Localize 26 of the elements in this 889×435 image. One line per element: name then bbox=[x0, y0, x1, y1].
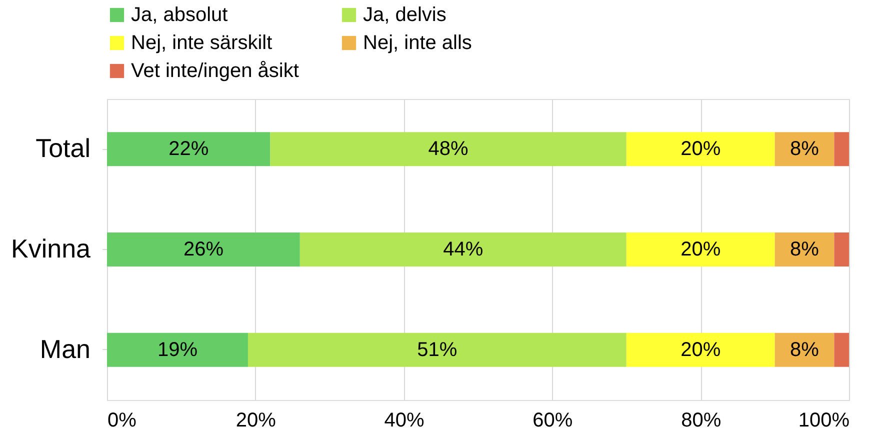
data-label: 44% bbox=[443, 238, 484, 260]
legend-label: Ja, delvis bbox=[363, 4, 446, 26]
data-label: 48% bbox=[428, 138, 469, 160]
x-tick-label: 60% bbox=[532, 410, 573, 432]
data-label: 20% bbox=[680, 338, 721, 361]
legend-label: Ja, absolut bbox=[131, 4, 228, 26]
x-tick-label: 0% bbox=[108, 410, 137, 432]
x-tick-label: 20% bbox=[236, 410, 276, 432]
x-tick-label: 80% bbox=[681, 410, 722, 432]
y-tick-label: Total bbox=[36, 133, 90, 164]
data-label: 8% bbox=[790, 138, 820, 160]
data-label: 20% bbox=[680, 138, 721, 160]
data-label: 8% bbox=[790, 338, 820, 361]
data-label: 51% bbox=[417, 338, 458, 361]
data-label: 8% bbox=[790, 238, 820, 260]
legend-label: Nej, inte alls bbox=[363, 32, 472, 54]
data-label: 22% bbox=[168, 138, 209, 160]
data-label: 26% bbox=[183, 238, 224, 260]
data-label: 19% bbox=[157, 338, 198, 361]
legend-label: Vet inte/ingen åsikt bbox=[131, 60, 300, 82]
data-label: 20% bbox=[680, 238, 721, 260]
x-tick-label: 100% bbox=[798, 410, 850, 432]
y-tick-label: Man bbox=[40, 334, 90, 364]
x-tick-label: 40% bbox=[384, 410, 425, 432]
legend-label: Nej, inte särskilt bbox=[131, 32, 273, 54]
y-tick-label: Kvinna bbox=[11, 234, 92, 264]
